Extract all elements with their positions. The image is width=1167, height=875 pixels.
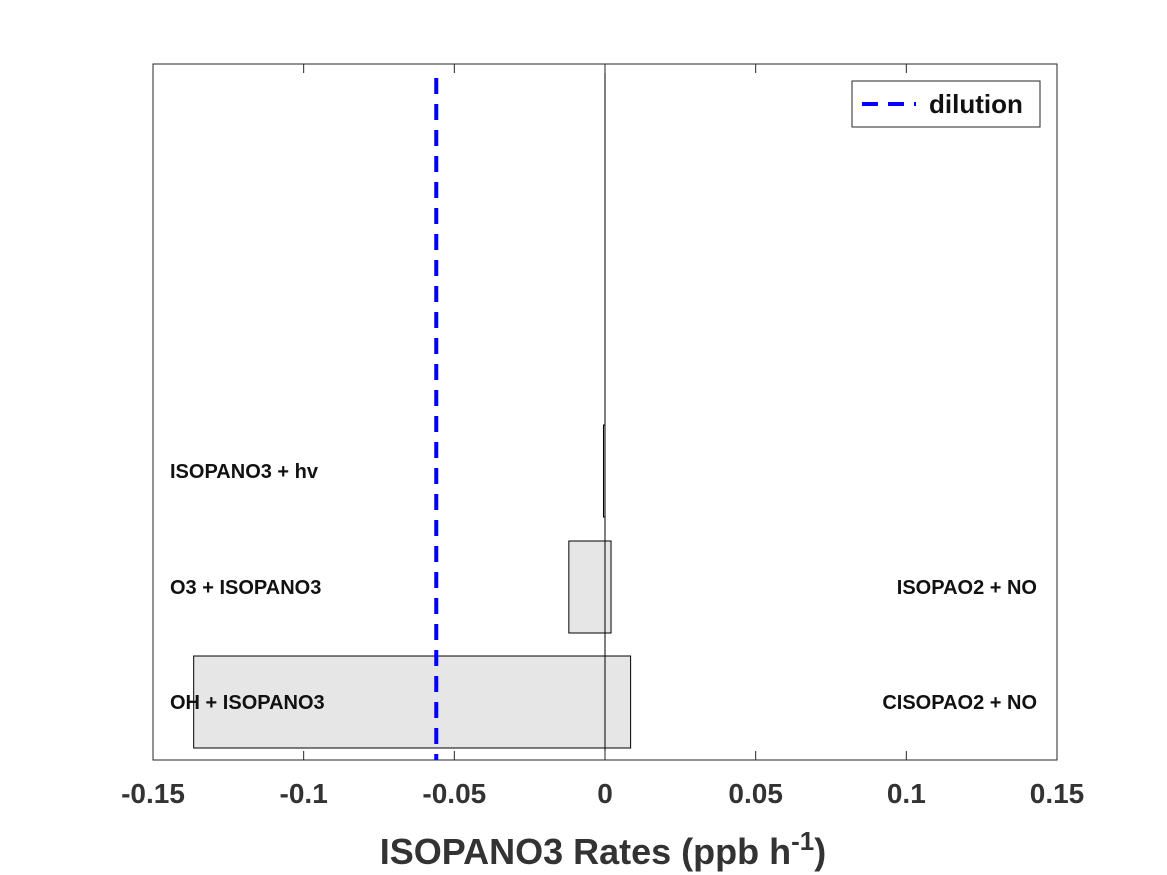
x-tick-label: 0.05: [728, 778, 783, 809]
x-axis-title-close: ): [814, 831, 826, 872]
loss-label-1: OH + ISOPANO3: [170, 692, 325, 714]
x-tick-label: -0.15: [121, 778, 185, 809]
loss-label-3: ISOPANO3 + hv: [170, 461, 319, 483]
bar-row-2: [568, 540, 612, 634]
bar-row-1: [193, 655, 632, 749]
x-tick-label: 0.15: [1030, 778, 1085, 809]
legend: dilution: [851, 80, 1041, 128]
x-axis-ticks: -0.15 -0.1 -0.05 0 0.05 0.1 0.15: [121, 64, 1084, 809]
gain-label-2: ISOPAO2 + NO: [897, 577, 1037, 599]
x-axis-title: ISOPANO3 Rates (ppb h-1): [380, 826, 827, 872]
x-axis-title-superscript: -1: [791, 826, 814, 856]
legend-box: [851, 80, 1041, 128]
x-tick-label: -0.05: [422, 778, 486, 809]
bar-labels-group: OH + ISOPANO3 CISOPAO2 + NO O3 + ISOPANO3 I…: [170, 461, 1037, 714]
loss-label-2: O3 + ISOPANO3: [170, 577, 321, 599]
x-tick-label: 0: [597, 778, 613, 809]
legend-label-dilution: dilution: [929, 89, 1023, 119]
x-tick-label: -0.1: [280, 778, 328, 809]
x-tick-label: 0.1: [887, 778, 926, 809]
gain-label-1: CISOPAO2 + NO: [882, 692, 1037, 714]
bars-group: [193, 424, 632, 749]
x-axis-title-main: ISOPANO3 Rates (ppb h: [380, 831, 791, 872]
